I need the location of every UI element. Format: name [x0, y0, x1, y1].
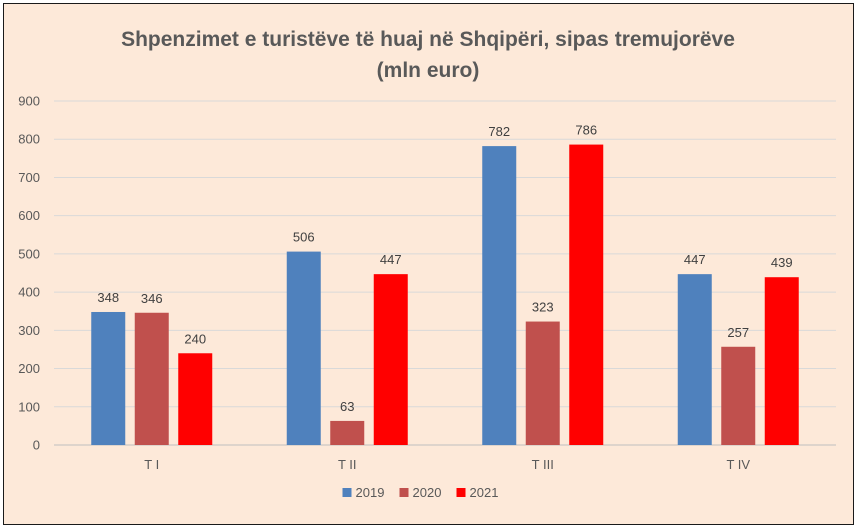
legend-swatch — [399, 488, 409, 497]
data-label: 257 — [727, 325, 749, 340]
data-label: 506 — [293, 230, 315, 245]
y-tick-label: 700 — [18, 170, 40, 185]
bar-2021 — [764, 277, 799, 445]
y-tick-label: 400 — [18, 285, 40, 300]
y-tick-label: 200 — [18, 361, 40, 376]
data-label: 323 — [532, 300, 554, 315]
y-tick-label: 0 — [33, 438, 40, 453]
legend-label: 2019 — [356, 485, 385, 500]
y-tick-label: 500 — [18, 246, 40, 261]
y-tick-label: 300 — [18, 323, 40, 338]
chart-subtitle: (mln euro) — [377, 59, 480, 82]
y-tick-label: 600 — [18, 208, 40, 223]
chart-frame: Shpenzimet e turistëve të huaj në Shqipë… — [3, 3, 854, 525]
y-tick-label: 100 — [18, 399, 40, 414]
legend-label: 2020 — [413, 485, 442, 500]
data-label: 240 — [184, 331, 206, 346]
bar-2021 — [569, 144, 604, 445]
data-label: 439 — [771, 255, 793, 270]
data-label: 447 — [684, 252, 706, 267]
bar-2020 — [134, 312, 169, 445]
bar-2020 — [525, 321, 560, 445]
data-label: 786 — [575, 123, 597, 138]
data-label: 346 — [141, 291, 163, 306]
legend-swatch — [456, 488, 466, 497]
chart-title: Shpenzimet e turistëve të huaj në Shqipë… — [121, 28, 735, 51]
legend-swatch — [342, 488, 352, 497]
y-tick-label: 900 — [18, 94, 40, 109]
x-tick-label: T II — [338, 457, 357, 472]
bar-2019 — [482, 146, 517, 445]
bar-2020 — [330, 420, 365, 445]
bar-2019 — [677, 274, 712, 445]
legend-label: 2021 — [470, 485, 499, 500]
bar-chart: Shpenzimet e turistëve të huaj në Shqipë… — [18, 28, 836, 500]
data-label: 447 — [380, 252, 402, 267]
data-label: 63 — [340, 399, 354, 414]
y-tick-label: 800 — [18, 132, 40, 147]
x-tick-label: T I — [144, 457, 159, 472]
bar-2021 — [178, 353, 213, 445]
x-tick-label: T IV — [726, 457, 750, 472]
data-label: 782 — [488, 124, 510, 139]
bar-2019 — [286, 251, 321, 445]
bar-2020 — [721, 346, 756, 445]
data-label: 348 — [97, 290, 119, 305]
bar-2019 — [91, 311, 126, 445]
bar-2021 — [373, 274, 408, 445]
x-tick-label: T III — [532, 457, 554, 472]
